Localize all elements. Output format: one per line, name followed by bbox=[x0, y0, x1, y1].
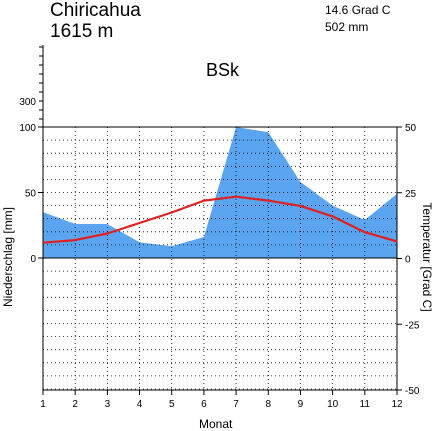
x-tick-label: 1 bbox=[40, 399, 46, 410]
x-tick-label: 8 bbox=[265, 399, 271, 410]
x-tick-label: 11 bbox=[360, 399, 371, 410]
right-tick-label: -25 bbox=[405, 320, 420, 331]
left-tick-label: 300 bbox=[19, 97, 36, 108]
right-tick-label: 50 bbox=[405, 123, 417, 134]
climate-classification: BSk bbox=[206, 60, 240, 80]
x-tick-label: 3 bbox=[105, 399, 111, 410]
mean-temperature: 14.6 Grad C bbox=[325, 3, 391, 17]
x-tick-label: 5 bbox=[169, 399, 175, 410]
x-tick-label: 10 bbox=[327, 399, 339, 410]
right-tick-label: -50 bbox=[405, 386, 420, 397]
left-tick-label: 100 bbox=[19, 123, 36, 134]
station-elevation: 1615 m bbox=[50, 21, 114, 42]
left-tick-label: 0 bbox=[30, 254, 36, 265]
x-tick-label: 7 bbox=[233, 399, 239, 410]
right-tick-label: 25 bbox=[405, 189, 417, 200]
x-tick-label: 12 bbox=[391, 399, 403, 410]
x-axis-label: Monat bbox=[199, 417, 233, 431]
station-name: Chiricahua bbox=[50, 0, 141, 21]
x-tick-label: 2 bbox=[72, 399, 78, 410]
left-tick-label: 50 bbox=[25, 189, 37, 200]
right-tick-label: 0 bbox=[405, 255, 411, 266]
annual-precipitation: 502 mm bbox=[325, 20, 369, 34]
x-tick-label: 9 bbox=[298, 399, 304, 410]
left-axis-label: Niederschlag [mm] bbox=[1, 206, 15, 308]
temperature-line bbox=[42, 195, 398, 244]
right-axis-label: Temperatur [Grad C] bbox=[420, 202, 434, 312]
x-tick-label: 4 bbox=[137, 399, 143, 410]
x-tick-label: 6 bbox=[201, 399, 207, 410]
